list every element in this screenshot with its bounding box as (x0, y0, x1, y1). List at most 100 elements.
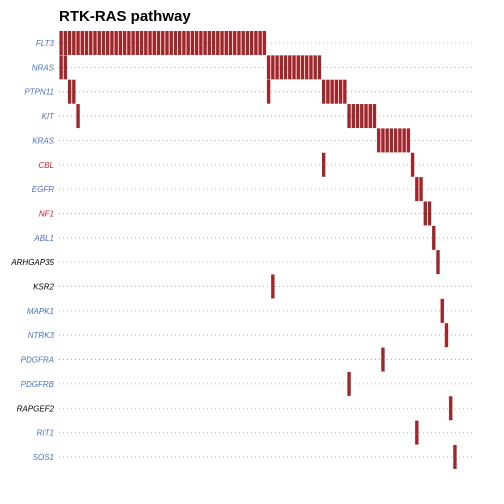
gene-label-sos1: SOS1 (33, 453, 54, 462)
gene-row-ntrk3: NTRK3 (28, 323, 474, 348)
mutation-bar (173, 31, 178, 55)
gene-row-ptpn11: PTPN11 (24, 79, 474, 104)
gene-label-mapk1: MAPK1 (27, 307, 54, 316)
gene-label-nras: NRAS (32, 63, 55, 72)
mutation-bar (72, 31, 76, 55)
mutation-bar (97, 31, 101, 55)
mutation-bar (220, 31, 224, 55)
mutation-bar (432, 225, 436, 250)
mutation-bar (351, 104, 356, 129)
mutation-bar (59, 55, 63, 80)
mutation-bar (326, 79, 330, 104)
gene-row-rit1: RIT1 (37, 420, 474, 445)
chart-title: RTK-RAS pathway (59, 8, 191, 25)
mutation-bar (127, 31, 131, 55)
mutation-bar (381, 128, 385, 153)
mutation-bar (300, 55, 305, 80)
mutation-bar (93, 31, 97, 55)
mutation-bar (110, 31, 114, 55)
mutation-bar (106, 31, 110, 55)
mutation-bar (279, 55, 284, 80)
gene-label-nf1: NF1 (39, 209, 54, 218)
mutation-bar (224, 31, 228, 55)
mutation-bar (161, 31, 165, 55)
mutation-bar (419, 177, 423, 202)
mutation-bar (364, 104, 368, 129)
mutation-bar (393, 128, 398, 153)
gene-row-flt3: FLT3 (36, 31, 474, 55)
mutation-bar (89, 31, 93, 55)
mutation-bar (63, 55, 68, 80)
gene-label-pdgfrb: PDGFRB (21, 380, 55, 389)
mutation-bar (343, 79, 347, 104)
mutation-bar (347, 104, 351, 129)
gene-label-rit1: RIT1 (37, 429, 54, 438)
gene-row-pdgfra: PDGFRA (21, 347, 474, 372)
mutation-bar (122, 31, 127, 55)
mutation-bar (211, 31, 216, 55)
mutation-bar (398, 128, 402, 153)
mutation-bar (165, 31, 169, 55)
mutation-bar (368, 104, 372, 129)
mutation-bar (144, 31, 148, 55)
gene-row-cbl: CBL (38, 152, 474, 177)
mutation-bar (80, 31, 84, 55)
mutation-bar (330, 79, 334, 104)
gene-row-pdgfrb: PDGFRB (21, 371, 474, 396)
mutation-bar (169, 31, 173, 55)
mutation-bar (309, 55, 313, 80)
mutation-bar (194, 31, 199, 55)
mutation-bar (118, 31, 123, 55)
gene-label-arhgap35: ARHGAP35 (10, 258, 54, 267)
mutation-bar (440, 298, 444, 323)
mutation-bar (381, 347, 385, 372)
gene-row-ksr2: KSR2 (33, 274, 474, 299)
gene-row-mapk1: MAPK1 (27, 298, 474, 323)
mutation-bar (402, 128, 406, 153)
mutation-bar (406, 128, 411, 153)
mutation-bar (156, 31, 161, 55)
mutation-bar (182, 31, 186, 55)
mutation-bar (139, 31, 144, 55)
mutation-bar (67, 79, 72, 104)
mutation-bar (258, 31, 262, 55)
mutation-bar (148, 31, 152, 55)
gene-row-nf1: NF1 (39, 201, 474, 226)
mutation-bar (360, 104, 364, 129)
mutation-bar (249, 31, 254, 55)
mutation-bar (321, 152, 326, 177)
mutation-bar (216, 31, 220, 55)
mutation-bar (262, 31, 267, 55)
mutation-bar (410, 152, 415, 177)
mutation-bar (347, 371, 351, 396)
mutation-bar (76, 104, 80, 129)
gene-label-ntrk3: NTRK3 (28, 331, 55, 340)
mutation-bar (453, 444, 457, 469)
mutation-bar (288, 55, 292, 80)
mutation-bar (355, 104, 360, 129)
mutation-bar (76, 31, 80, 55)
gene-label-rapgef2: RAPGEF2 (17, 404, 55, 413)
mutation-bar (449, 396, 453, 421)
mutation-bar (427, 201, 432, 226)
gene-row-sos1: SOS1 (33, 444, 474, 469)
mutation-bar (321, 79, 326, 104)
mutation-bar (436, 250, 440, 275)
mutation-bar (266, 55, 271, 80)
gene-label-flt3: FLT3 (36, 39, 55, 48)
mutation-bar (389, 128, 394, 153)
gene-label-ksr2: KSR2 (33, 283, 54, 292)
mutation-bar (152, 31, 156, 55)
mutation-bar (423, 201, 427, 226)
gene-row-egfr: EGFR (32, 177, 474, 202)
mutation-bar (385, 128, 389, 153)
mutation-bar (207, 31, 212, 55)
mutation-bar (186, 31, 190, 55)
mutation-bar (63, 31, 68, 55)
mutation-bar (84, 31, 89, 55)
gene-label-kras: KRAS (32, 136, 54, 145)
gene-row-abl1: ABL1 (33, 225, 474, 250)
mutation-bar (305, 55, 309, 80)
mutation-bar (415, 177, 419, 202)
